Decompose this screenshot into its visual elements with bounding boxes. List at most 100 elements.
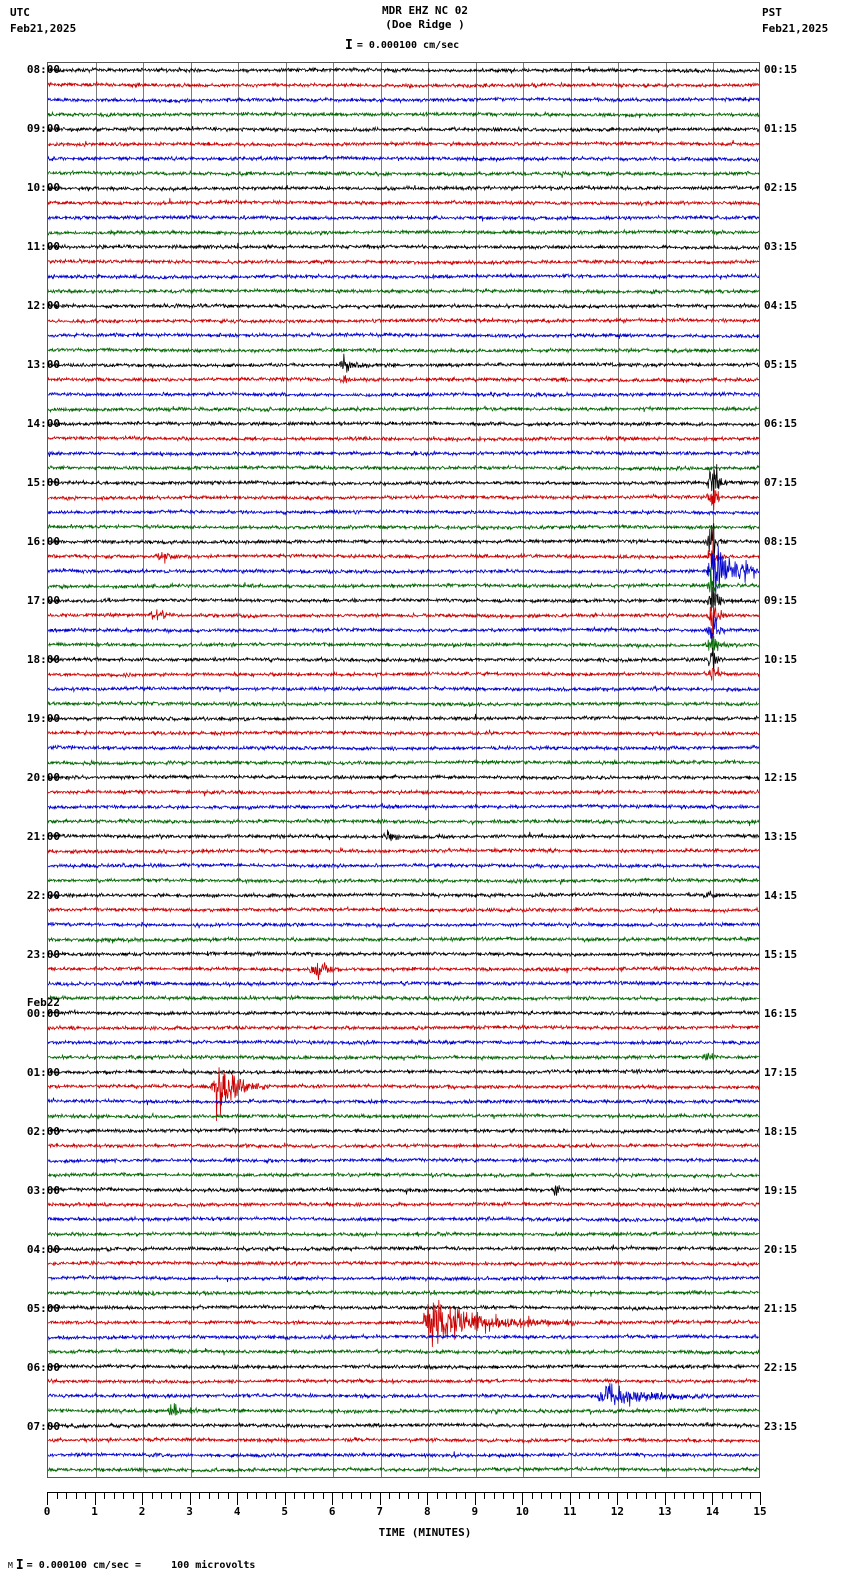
trace-row-48	[48, 773, 759, 782]
grid-line-minute-5	[285, 63, 287, 1477]
trace-row-33	[48, 526, 759, 570]
pst-label-23-15: 23:15	[764, 1420, 798, 1434]
minutes-axis: 0 1 2 3 4 5 6 7 8 9 10 11 12 13 14 15	[44, 1492, 767, 1518]
trace-row-19	[48, 346, 759, 355]
helicorder-plot[interactable]	[47, 62, 760, 1478]
trace-row-62	[48, 979, 759, 988]
trace-row-0	[48, 66, 759, 74]
trace-row-18	[48, 331, 759, 340]
trace-row-10	[48, 214, 759, 222]
trace-row-26	[48, 449, 759, 458]
axis-tick-6	[332, 1492, 334, 1505]
trace-row-84	[48, 1303, 759, 1312]
axis-tick-label-14: 14	[705, 1505, 720, 1518]
axis-tick-label-7: 7	[376, 1505, 384, 1518]
trace-row-29	[48, 489, 759, 510]
trace-row-87	[48, 1347, 759, 1356]
axis-tick-2.6	[170, 1492, 172, 1499]
trace-row-5	[48, 139, 759, 148]
trace-row-13	[48, 257, 759, 266]
axis-tick-6.4	[351, 1492, 353, 1499]
trace-row-65	[48, 1023, 759, 1032]
axis-tick-3.6	[218, 1492, 220, 1499]
trace-row-6	[48, 154, 759, 163]
trace-row-86	[48, 1332, 759, 1342]
trace-row-77	[48, 1201, 759, 1209]
trace-row-45	[48, 729, 759, 737]
axis-tick-13	[664, 1492, 666, 1505]
trace-row-60	[48, 950, 759, 958]
trace-row-14	[48, 272, 759, 281]
trace-row-3	[48, 110, 759, 119]
axis-tick-7.8	[417, 1492, 419, 1499]
grid-line-minute-13	[665, 63, 667, 1477]
axis-tick-12.2	[626, 1492, 628, 1499]
trace-row-8	[48, 184, 759, 193]
trace-row-17	[48, 316, 759, 325]
trace-row-42	[48, 684, 759, 694]
axis-tick-label-3: 3	[186, 1505, 193, 1518]
pst-label-10-15: 10:15	[764, 653, 798, 667]
trace-row-90	[48, 1383, 759, 1407]
axis-tick-label-6: 6	[328, 1505, 336, 1518]
pst-label-17-15: 17:15	[764, 1066, 798, 1080]
axis-tick-1.4	[113, 1492, 115, 1499]
trace-row-74	[48, 1156, 759, 1165]
axis-tick-label-10: 10	[515, 1505, 529, 1518]
station-title: MDR EHZ NC 02	[381, 4, 469, 17]
axis-tick-13.6	[693, 1492, 695, 1499]
axis-tick-10.4	[541, 1492, 543, 1499]
trace-row-52	[48, 829, 759, 842]
grid-line-minute-8	[428, 63, 430, 1477]
axis-tick-4.4	[256, 1492, 258, 1499]
grid-line-minute-11	[570, 63, 572, 1477]
axis-tick-6.6	[360, 1492, 362, 1499]
trace-row-35	[48, 567, 759, 602]
axis-tick-14.2	[721, 1492, 723, 1499]
grid-line-minute-2	[143, 63, 145, 1477]
trace-row-59	[48, 935, 759, 944]
axis-tick-label-8: 8	[423, 1505, 431, 1518]
axis-tick-10.2	[531, 1492, 533, 1499]
axis-tick-11.2	[579, 1492, 581, 1499]
trace-row-70	[48, 1097, 759, 1106]
trace-row-50	[48, 802, 759, 811]
scale-bar-label: = 0.000100 cm/sec	[356, 39, 460, 51]
trace-row-93	[48, 1436, 759, 1445]
grid-line-minute-9	[475, 63, 477, 1477]
axis-tick-label-2: 2	[138, 1505, 146, 1518]
site-name: (Doe Ridge )	[385, 18, 465, 31]
trace-row-46	[48, 744, 759, 752]
axis-tick-0.8	[85, 1492, 87, 1499]
axis-tick-label-1: 1	[91, 1505, 98, 1518]
axis-tick-14.8	[750, 1492, 752, 1499]
axis-tick-1.8	[132, 1492, 134, 1499]
trace-row-92	[48, 1421, 759, 1430]
trace-row-23	[48, 405, 759, 414]
chart-header: UTC Feb21,2025 MDR EHZ NC 02 (Doe Ridge …	[0, 0, 850, 56]
axis-tick-0	[47, 1492, 48, 1505]
trace-row-71	[48, 1111, 759, 1120]
header-right-date: Feb21,2025	[762, 22, 829, 35]
trace-row-55	[48, 877, 759, 885]
scale-bar: I = 0.000100 cm/sec	[345, 38, 459, 52]
axis-tick-0.6	[75, 1492, 77, 1499]
trace-row-69	[48, 1067, 759, 1122]
axis-tick-3	[189, 1492, 191, 1505]
axis-tick-1.2	[104, 1492, 106, 1499]
trace-row-91	[48, 1403, 759, 1416]
trace-row-32	[48, 523, 759, 558]
trace-row-89	[48, 1377, 759, 1385]
axis-tick-8.6	[455, 1492, 457, 1499]
axis-tick-label-4: 4	[233, 1505, 241, 1518]
axis-tick-4.6	[265, 1492, 267, 1499]
grid-line-minute-3	[190, 63, 192, 1477]
trace-row-63	[48, 994, 759, 1003]
axis-baseline	[47, 1492, 760, 1493]
header-left-date: Feb21,2025	[10, 22, 77, 35]
grid-line-minute-12	[618, 63, 620, 1477]
trace-row-12	[48, 242, 759, 252]
trace-row-36	[48, 587, 759, 612]
trace-row-21	[48, 374, 759, 385]
pst-label-13-15: 13:15	[764, 830, 798, 844]
